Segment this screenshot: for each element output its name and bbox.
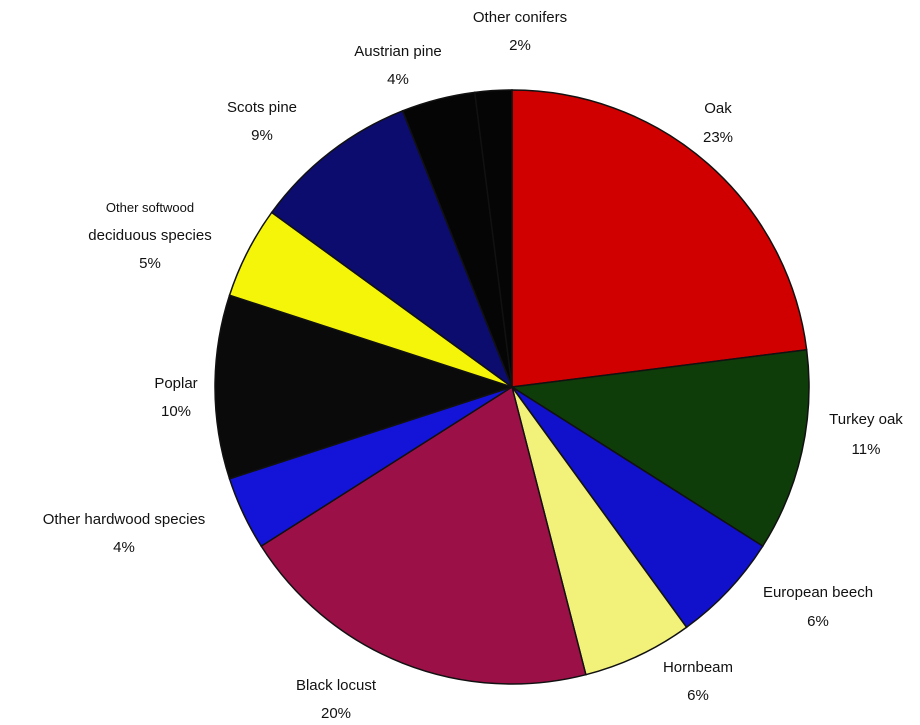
label-oak-value: 23% bbox=[703, 129, 733, 146]
label-turkey-oak-name: Turkey oak bbox=[829, 411, 903, 428]
label-austrian-pine-value: 4% bbox=[387, 71, 409, 88]
pie-slice-black-locust bbox=[260, 385, 587, 685]
label-european-beech-value: 6% bbox=[807, 613, 829, 630]
label-poplar-value: 10% bbox=[161, 403, 191, 420]
pie-slice-scots-pine bbox=[270, 109, 514, 390]
pie-slice-poplar bbox=[214, 294, 515, 480]
label-austrian-pine-name: Austrian pine bbox=[354, 43, 442, 60]
label-black-locust-name: Black locust bbox=[296, 677, 377, 694]
pie-labels: Oak 23% Turkey oak 11% European beech 6%… bbox=[43, 9, 904, 722]
label-scots-pine-value: 9% bbox=[251, 127, 273, 144]
label-other-conifers-value: 2% bbox=[509, 37, 531, 54]
pie-slice-turkey-oak bbox=[509, 348, 810, 548]
label-hornbeam-value: 6% bbox=[687, 687, 709, 704]
label-oak-name: Oak bbox=[704, 100, 732, 117]
label-black-locust-value: 20% bbox=[321, 705, 351, 722]
label-other-hardwood-value: 4% bbox=[113, 539, 135, 556]
label-european-beech-name: European beech bbox=[763, 584, 873, 601]
label-other-softwood-name-line1: Other softwood bbox=[106, 200, 194, 215]
label-other-softwood-value: 5% bbox=[139, 255, 161, 272]
label-scots-pine-name: Scots pine bbox=[227, 99, 297, 116]
label-poplar-name: Poplar bbox=[154, 375, 197, 392]
pie-slices bbox=[214, 89, 810, 685]
label-hornbeam-name: Hornbeam bbox=[663, 659, 733, 676]
label-other-hardwood-name: Other hardwood species bbox=[43, 511, 206, 528]
pie-slice-oak bbox=[511, 89, 808, 388]
label-turkey-oak-value: 11% bbox=[852, 441, 881, 458]
pie-slice-other-conifers bbox=[473, 89, 513, 388]
label-other-conifers-name: Other conifers bbox=[473, 9, 567, 26]
label-other-softwood-name-line2: deciduous species bbox=[88, 227, 211, 244]
